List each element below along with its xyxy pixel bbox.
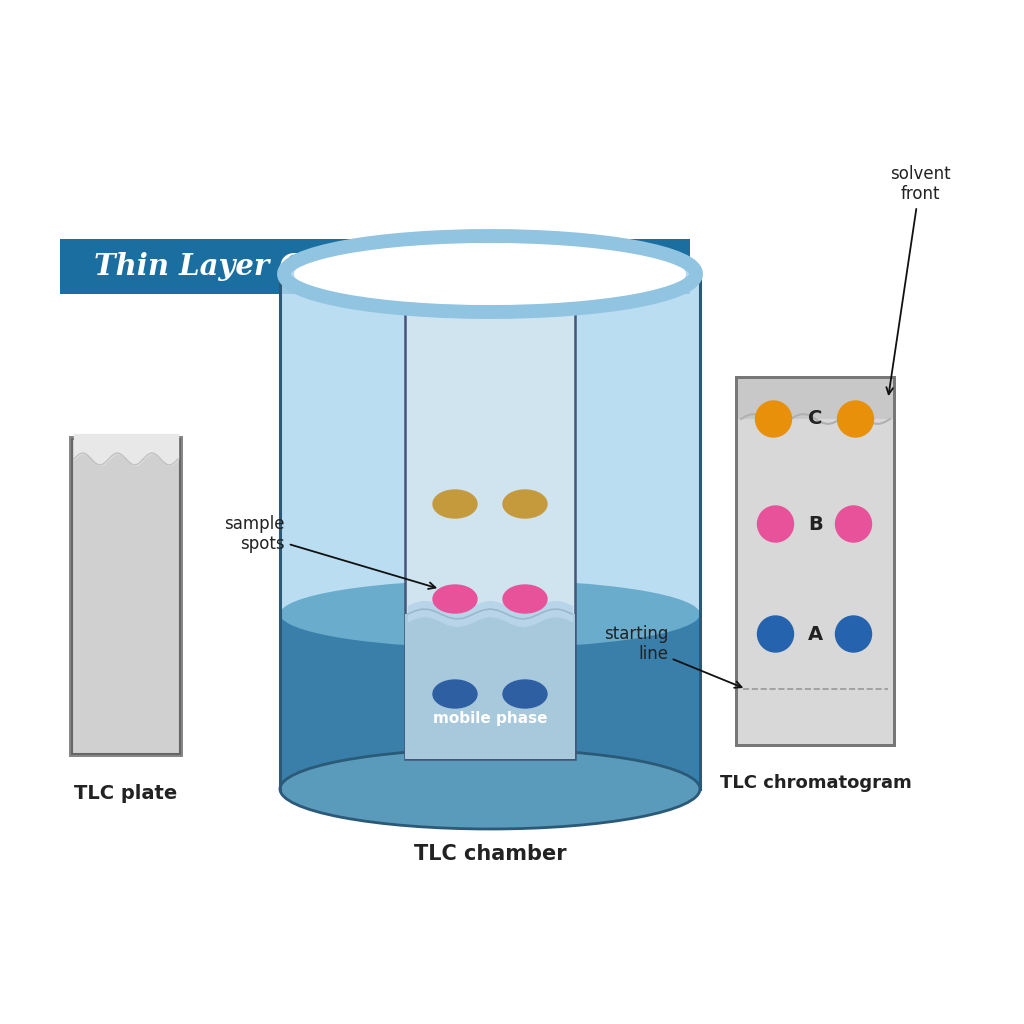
Text: Thin Layer Chromatography (TLC): Thin Layer Chromatography (TLC) xyxy=(93,252,656,281)
Ellipse shape xyxy=(503,680,547,708)
Circle shape xyxy=(758,616,794,652)
Ellipse shape xyxy=(433,585,477,613)
FancyBboxPatch shape xyxy=(735,376,896,746)
FancyBboxPatch shape xyxy=(406,299,575,759)
Polygon shape xyxy=(280,614,700,790)
FancyBboxPatch shape xyxy=(406,614,575,759)
Ellipse shape xyxy=(433,490,477,518)
Circle shape xyxy=(756,401,792,437)
Text: mobile phase: mobile phase xyxy=(433,712,547,726)
Text: TLC plate: TLC plate xyxy=(75,784,177,803)
FancyBboxPatch shape xyxy=(738,379,893,419)
FancyBboxPatch shape xyxy=(60,239,690,294)
Ellipse shape xyxy=(503,490,547,518)
Ellipse shape xyxy=(294,240,686,308)
FancyBboxPatch shape xyxy=(69,436,183,757)
Circle shape xyxy=(838,401,873,437)
Ellipse shape xyxy=(433,680,477,708)
Text: C: C xyxy=(808,410,822,428)
Text: TLC chamber: TLC chamber xyxy=(414,844,566,864)
Circle shape xyxy=(758,506,794,542)
Text: A: A xyxy=(808,625,823,643)
FancyBboxPatch shape xyxy=(738,379,893,744)
Text: B: B xyxy=(808,514,823,534)
Text: starting
line: starting line xyxy=(603,625,741,688)
FancyBboxPatch shape xyxy=(72,439,180,754)
Text: sample
spots: sample spots xyxy=(224,515,435,589)
Ellipse shape xyxy=(280,234,700,314)
Circle shape xyxy=(836,616,871,652)
Ellipse shape xyxy=(280,580,700,648)
Circle shape xyxy=(836,506,871,542)
Polygon shape xyxy=(280,274,700,790)
Ellipse shape xyxy=(503,585,547,613)
Text: TLC chromatogram: TLC chromatogram xyxy=(720,774,911,792)
Ellipse shape xyxy=(280,749,700,829)
Text: solvent
front: solvent front xyxy=(887,165,950,394)
